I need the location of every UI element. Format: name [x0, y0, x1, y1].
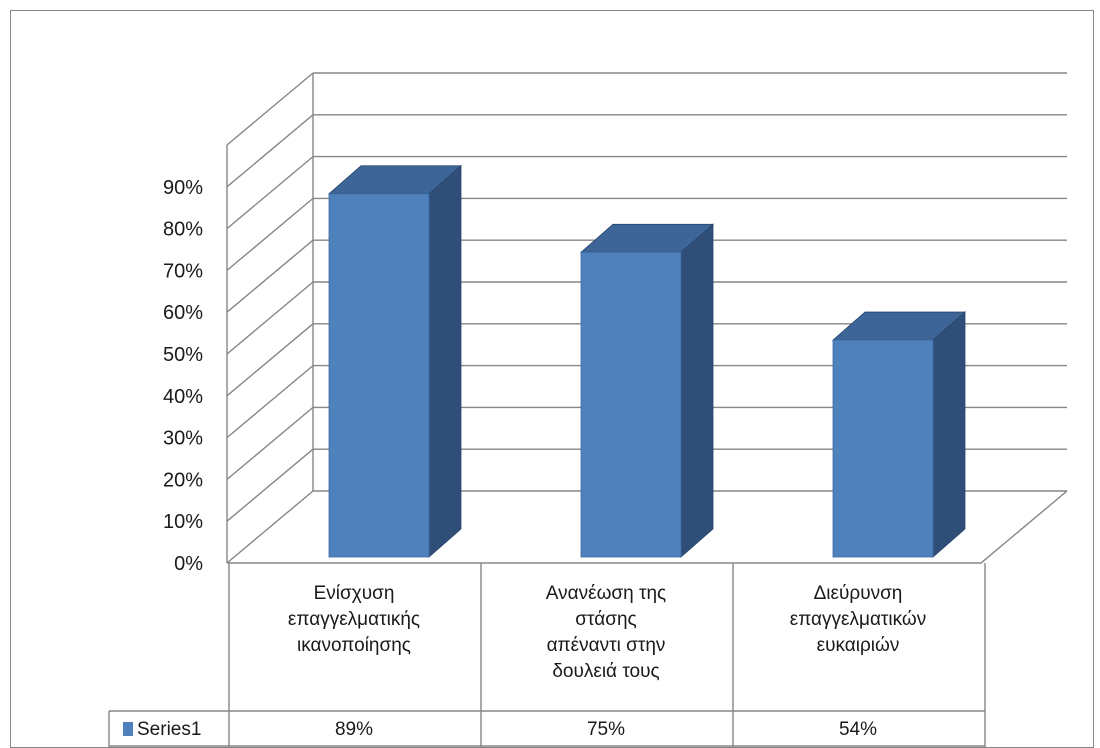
side-wall-gridline: [226, 406, 314, 480]
y-tick-label: 60%: [163, 302, 203, 324]
y-tick-label: 40%: [163, 386, 203, 408]
bar-side: [428, 164, 462, 558]
category-label-line: δουλειά τους: [552, 661, 660, 682]
y-axis-ticks: 0% 10% 20% 30% 40% 50% 60% 70% 80% 90%: [163, 177, 203, 575]
side-wall-gridline: [226, 323, 314, 397]
y-tick-label: 70%: [163, 260, 203, 282]
category-label-line: Διεύρυνση: [813, 583, 903, 604]
y-tick-label: 0%: [174, 553, 203, 575]
category-label-line: ευκαιριών: [816, 635, 900, 656]
side-wall-gridline: [226, 239, 314, 313]
y-tick-label: 30%: [163, 428, 203, 450]
category-label-line: στάσης: [575, 609, 637, 630]
bar: [832, 339, 934, 558]
bar-side: [680, 223, 714, 558]
category-label-line: απέναντι στην: [546, 635, 666, 656]
y-tick-label: 50%: [163, 344, 203, 366]
category-label-line: Ανανέωση της: [545, 583, 667, 604]
floor-edge: [227, 490, 1068, 564]
category-label-line: Ενίσχυση: [313, 583, 395, 604]
side-wall-gridline: [226, 281, 314, 355]
y-tick-label: 20%: [163, 469, 203, 491]
chart-area: 0% 10% 20% 30% 40% 50% 60% 70% 80% 90% Ενίσχυση επ…: [10, 10, 1094, 748]
category-label-line: επαγγελματικών: [789, 609, 927, 630]
bar: [328, 193, 430, 558]
category-label: Ενίσχυση επαγγελματικής ικανοποίησης: [229, 581, 479, 659]
side-wall-gridline: [226, 197, 314, 271]
chart-plot: 0% 10% 20% 30% 40% 50% 60% 70% 80% 90%: [108, 72, 1068, 747]
category-label: Ανανέωση της στάσης απέναντι στην δουλειά τ…: [481, 581, 731, 685]
side-wall-gridline: [226, 365, 314, 439]
side-wall-gridline: [226, 448, 314, 522]
side-wall-gridline: [226, 156, 314, 230]
bars: [327, 164, 967, 558]
bar-side: [932, 311, 966, 558]
side-wall-gridline: [226, 490, 314, 564]
bar: [580, 251, 682, 558]
category-label-line: επαγγελματικής: [287, 609, 421, 630]
y-tick-label: 90%: [163, 177, 203, 199]
y-tick-label: 10%: [163, 511, 203, 533]
legend-series-name: Series1: [137, 719, 202, 740]
data-table-value: 89%: [334, 719, 374, 740]
data-table-value: 54%: [838, 719, 878, 740]
y-tick-label: 80%: [163, 219, 203, 241]
category-label-line: ικανοποίησης: [297, 635, 411, 656]
data-table-grid: [108, 563, 986, 747]
side-wall-gridline: [226, 114, 314, 188]
category-label: Διεύρυνση επαγγελματικών ευκαιριών: [733, 581, 983, 659]
side-wall-gridline: [226, 72, 314, 146]
legend-key: [123, 722, 133, 736]
data-table-value: 75%: [586, 719, 626, 740]
